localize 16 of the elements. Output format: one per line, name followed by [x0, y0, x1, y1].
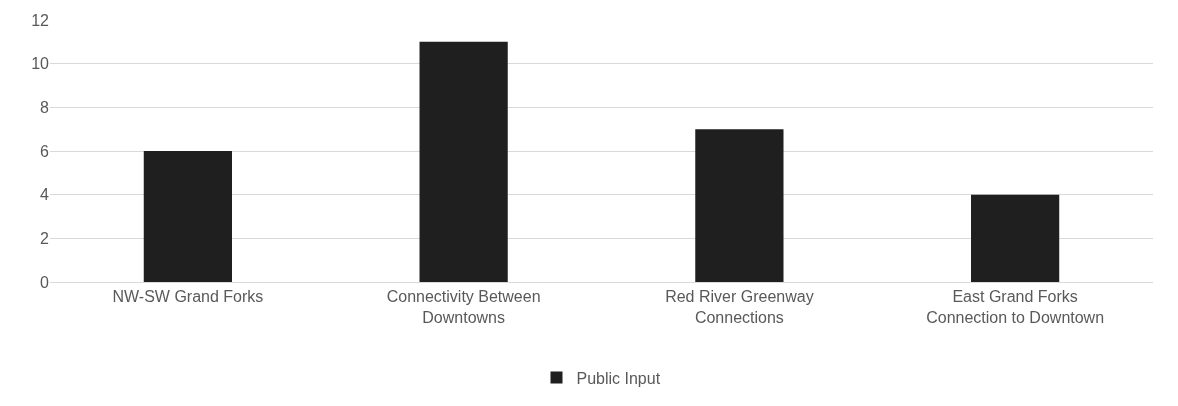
y-tick-label: 10 — [31, 55, 50, 73]
x-tick-label: East Grand Forks Connection to Downtown — [926, 288, 1105, 326]
y-tick-label: 4 — [40, 186, 50, 204]
y-tick-label: 2 — [40, 229, 50, 247]
y-tick-label: 0 — [40, 273, 50, 291]
x-tick-label: Red River Greenway Connections — [665, 288, 814, 326]
y-tick-label: 6 — [40, 142, 50, 160]
y-tick-label: 8 — [40, 98, 50, 116]
y-tick-label: 12 — [31, 11, 50, 29]
bar — [419, 41, 508, 282]
bar — [143, 151, 232, 282]
x-tick-label: NW-SW Grand Forks — [112, 288, 264, 306]
x-tick-label: Connectivity Between Downtowns — [386, 288, 541, 326]
bar — [695, 129, 784, 282]
legend-label: Public Input — [576, 369, 661, 387]
bar — [971, 194, 1060, 282]
